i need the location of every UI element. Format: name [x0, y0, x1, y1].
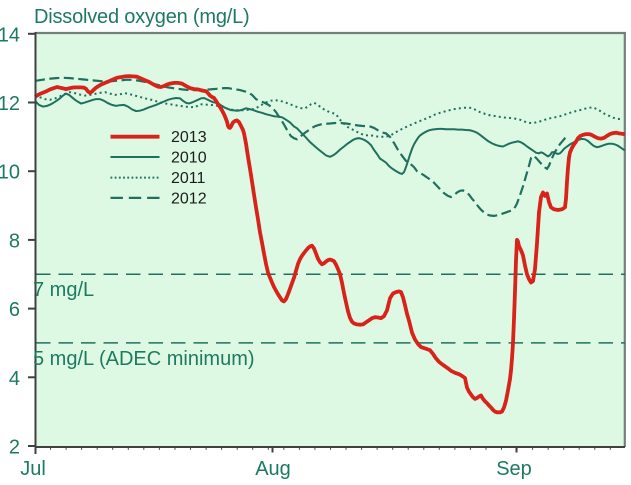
- svg-text:4: 4: [9, 368, 20, 390]
- svg-text:2010: 2010: [171, 149, 207, 166]
- svg-text:Sep: Sep: [496, 458, 532, 480]
- svg-text:2013: 2013: [171, 129, 207, 146]
- svg-text:10: 10: [0, 162, 20, 184]
- svg-text:2012: 2012: [171, 190, 207, 207]
- svg-text:5 mg/L (ADEC minimum): 5 mg/L (ADEC minimum): [33, 348, 255, 370]
- svg-text:6: 6: [9, 299, 20, 321]
- svg-text:Aug: Aug: [255, 458, 291, 480]
- svg-text:12: 12: [0, 93, 20, 115]
- svg-text:2011: 2011: [171, 170, 206, 187]
- svg-text:7 mg/L: 7 mg/L: [33, 279, 94, 301]
- svg-text:Dissolved oxygen (mg/L): Dissolved oxygen (mg/L): [34, 6, 250, 28]
- svg-text:Jul: Jul: [20, 458, 46, 480]
- svg-text:2: 2: [9, 437, 20, 459]
- svg-text:8: 8: [9, 230, 20, 252]
- svg-text:14: 14: [0, 24, 20, 46]
